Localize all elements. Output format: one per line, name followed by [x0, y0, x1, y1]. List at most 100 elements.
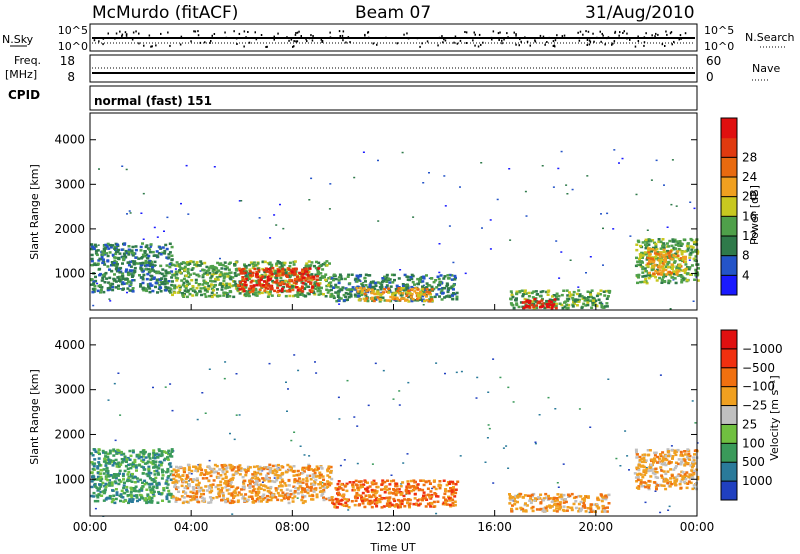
echo-cell — [353, 488, 357, 492]
echo-cell — [455, 291, 459, 295]
count-sample — [119, 30, 121, 33]
echo-cell — [233, 494, 237, 498]
echo-cell — [148, 452, 152, 456]
echo-cell — [421, 280, 425, 283]
echo-cell — [541, 509, 545, 513]
echo-cell — [373, 499, 377, 502]
echo-cell — [119, 499, 122, 503]
echo-cell — [207, 266, 211, 270]
echo-cell — [551, 305, 555, 308]
echo-cell — [163, 249, 167, 253]
scatter-point — [315, 372, 318, 374]
echo-cell — [125, 488, 129, 492]
echo-cell — [550, 303, 554, 307]
echo-cell — [292, 474, 296, 477]
echo-cell — [145, 461, 149, 465]
echo-cell — [232, 466, 236, 469]
count-sample — [459, 39, 462, 42]
echo-cell — [263, 270, 267, 274]
scatter-point — [612, 228, 615, 230]
count-sample — [396, 42, 398, 45]
count-sample — [679, 34, 682, 37]
echo-cell — [167, 475, 171, 478]
echo-cell — [641, 460, 644, 464]
count-sample — [385, 36, 387, 39]
echo-cell — [139, 266, 143, 270]
echo-cell — [394, 291, 398, 294]
echo-cell — [186, 494, 190, 498]
echo-cell — [663, 250, 667, 254]
echo-cell — [131, 254, 135, 257]
count-sample — [552, 40, 555, 43]
echo-cell — [117, 248, 120, 252]
echo-cell — [406, 498, 410, 502]
echo-cell — [393, 278, 396, 282]
echo-cell — [105, 277, 109, 280]
echo-cell — [420, 289, 424, 293]
echo-cell — [243, 269, 247, 273]
echo-cell — [292, 485, 296, 488]
echo-cell — [310, 289, 314, 293]
echo-cell — [227, 492, 231, 495]
echo-cell — [300, 280, 304, 283]
echo-cell — [178, 269, 182, 272]
echo-cell — [97, 259, 101, 262]
echo-cell — [256, 262, 260, 265]
echo-cell — [150, 268, 154, 271]
echo-cell — [209, 483, 213, 487]
scatter-point — [668, 505, 671, 508]
echo-cell — [240, 488, 243, 491]
echo-cell — [438, 295, 441, 298]
echo-cell — [208, 496, 212, 499]
echo-cell — [149, 488, 153, 492]
count-sample — [539, 34, 542, 37]
echo-cell — [177, 284, 181, 288]
echo-cell — [175, 481, 179, 484]
count-sample — [579, 30, 582, 33]
count-sample — [167, 31, 169, 34]
echo-cell — [135, 453, 139, 457]
echo-cell — [128, 269, 132, 272]
echo-cell — [573, 300, 577, 303]
echo-cell — [566, 299, 570, 303]
echo-cell — [256, 483, 260, 486]
echo-cell — [649, 239, 653, 243]
echo-cell — [416, 277, 420, 281]
echo-cell — [149, 284, 153, 287]
echo-cell — [644, 238, 648, 242]
echo-cell — [662, 246, 666, 250]
echo-cell — [133, 269, 137, 273]
echo-cell — [193, 290, 197, 294]
echo-cell — [319, 292, 323, 296]
echo-cell — [666, 448, 670, 451]
echo-cell — [452, 485, 455, 489]
echo-cell — [254, 500, 258, 503]
echo-cell — [441, 292, 444, 295]
echo-cell — [667, 245, 671, 248]
echo-cell — [239, 467, 243, 470]
echo-cell — [139, 494, 143, 497]
echo-cell — [96, 249, 100, 252]
echo-cell — [297, 473, 301, 476]
scatter-point — [624, 430, 627, 432]
echo-cell — [360, 282, 364, 286]
count-sample — [586, 44, 588, 46]
echo-cell — [361, 502, 365, 505]
echo-cell — [570, 508, 574, 512]
echo-cell — [152, 449, 156, 452]
echo-cell — [396, 297, 400, 301]
colorbar-tick-label: 24 — [742, 170, 757, 184]
echo-cell — [159, 493, 163, 496]
scatter-point — [606, 212, 609, 215]
echo-cell — [406, 485, 410, 488]
echo-cell — [93, 287, 97, 291]
echo-cell — [152, 466, 155, 469]
scatter-point — [119, 414, 122, 416]
echo-cell — [182, 496, 186, 499]
echo-cell — [256, 491, 260, 494]
echo-cell — [660, 278, 664, 281]
scatter-point — [663, 184, 665, 186]
echo-cell — [219, 282, 223, 285]
echo-cell — [116, 276, 120, 279]
colorbar-tick-label: 4 — [742, 268, 750, 282]
